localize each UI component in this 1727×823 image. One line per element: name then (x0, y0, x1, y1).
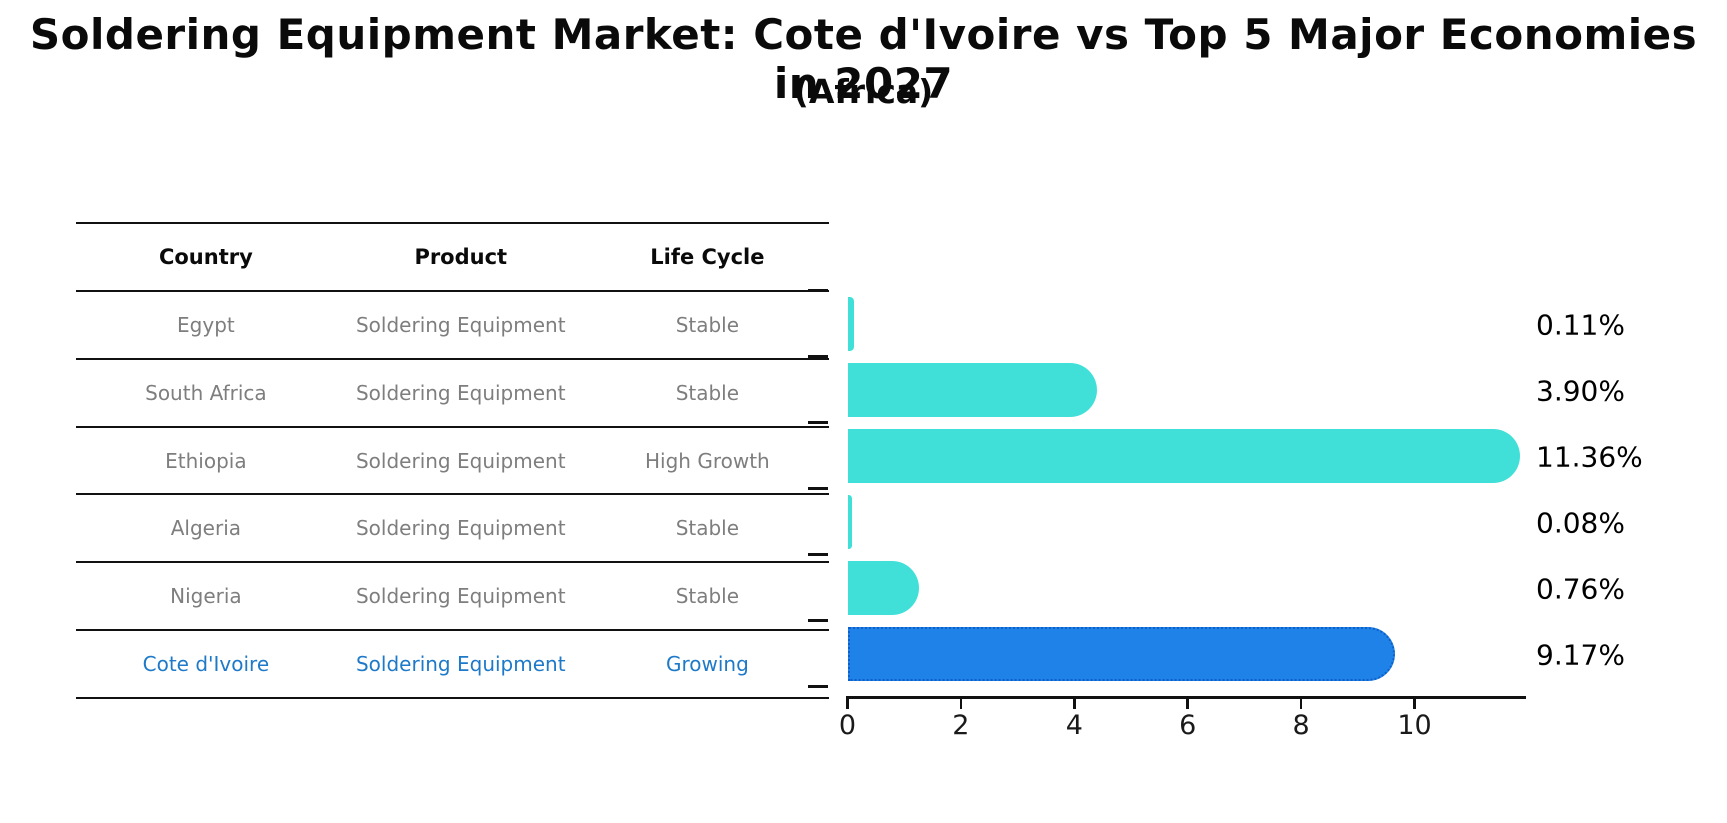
bar-south-africa (847, 362, 1097, 417)
cell-country: Nigeria (170, 584, 242, 609)
x-axis-tick (846, 696, 849, 709)
page-subtitle: (Africa) (793, 72, 934, 111)
y-axis-tick (808, 289, 828, 292)
x-axis-tick-label: 8 (1292, 710, 1310, 741)
y-axis-tick (808, 355, 828, 358)
page-title: Soldering Equipment Market: Cote d'Ivoir… (29, 10, 1698, 108)
bar-cote-d-ivoire (847, 626, 1396, 681)
column-header-country: Country (158, 244, 253, 269)
x-axis-tick-label: 2 (952, 710, 970, 741)
table-row: Egypt Soldering Equipment Stable (76, 289, 829, 358)
cell-product: Soldering Equipment (355, 652, 566, 677)
column-header-product: Product (414, 244, 508, 269)
x-axis-tick (1299, 696, 1303, 709)
table-row: South Africa Soldering Equipment Stable (76, 357, 829, 426)
bar-value-label: 0.11% (1536, 308, 1625, 342)
cell-life-cycle: High Growth (645, 448, 770, 473)
cell-life-cycle: Stable (675, 380, 740, 405)
cell-country: Algeria (170, 516, 242, 541)
y-axis-tick (808, 487, 828, 490)
cell-life-cycle: Stable (675, 584, 740, 609)
x-axis-tick (1413, 696, 1416, 709)
cell-product: Soldering Equipment (355, 584, 566, 609)
y-axis-tick (808, 685, 828, 688)
y-axis-tick (808, 619, 828, 622)
y-axis-tick (808, 421, 828, 424)
bar-value-label: 0.08% (1536, 506, 1625, 540)
bar-value-label: 3.90% (1536, 374, 1625, 408)
table-row: Nigeria Soldering Equipment Stable (76, 561, 829, 629)
table-row: Ethiopia Soldering Equipment High Growth (76, 425, 829, 494)
y-axis-tick (808, 553, 828, 556)
column-header-life-cycle: Life Cycle (650, 244, 765, 269)
x-axis-tick-label: 6 (1179, 710, 1197, 741)
x-axis-tick (1186, 696, 1189, 709)
bar-algeria (847, 494, 853, 549)
x-axis-tick-label: 4 (1065, 710, 1083, 741)
cell-life-cycle: Stable (675, 516, 740, 541)
table-row: Algeria Soldering Equipment Stable (76, 493, 829, 561)
x-axis-line (847, 696, 1526, 699)
cell-country: Cote d'Ivoire (142, 652, 270, 677)
x-axis-tick-label: 0 (838, 710, 857, 741)
cell-country: Ethiopia (165, 448, 247, 473)
cell-product: Soldering Equipment (355, 312, 566, 337)
table-header-row: Country Product Life Cycle (76, 222, 829, 290)
bar-ethiopia (847, 428, 1520, 483)
bar-value-label: 11.36% (1536, 440, 1643, 474)
cell-product: Soldering Equipment (355, 448, 566, 473)
cell-life-cycle: Growing (665, 652, 749, 677)
table-row: Cote d'Ivoire Soldering Equipment Growin… (76, 629, 829, 697)
bar-nigeria (847, 560, 919, 615)
market-table: Country Product Life Cycle Egypt Solderi… (76, 222, 829, 699)
bar-value-label: 0.76% (1536, 572, 1625, 606)
cell-country: Egypt (177, 312, 235, 337)
cell-life-cycle: Stable (675, 312, 740, 337)
cell-product: Soldering Equipment (355, 380, 566, 405)
bar-egypt (847, 296, 854, 351)
x-axis-tick (959, 696, 963, 709)
cell-country: South Africa (145, 380, 267, 405)
cell-product: Soldering Equipment (355, 516, 566, 541)
x-axis-tick (1073, 696, 1076, 709)
x-axis-tick-label: 10 (1397, 710, 1432, 741)
bar-value-label: 9.17% (1536, 638, 1625, 672)
